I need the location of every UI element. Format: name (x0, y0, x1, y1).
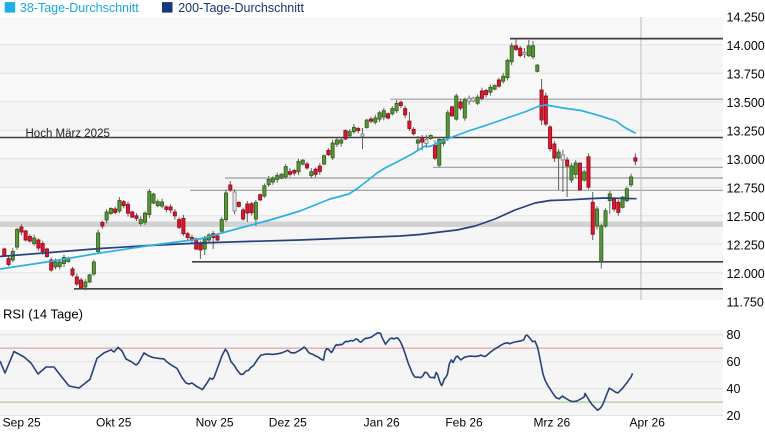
svg-text:12.000: 12.000 (727, 267, 765, 281)
svg-text:RSI (14 Tage): RSI (14 Tage) (3, 307, 83, 322)
svg-text:Jan 26: Jan 26 (364, 416, 400, 430)
svg-text:13.750: 13.750 (727, 67, 765, 81)
svg-text:14.250: 14.250 (727, 10, 765, 24)
svg-text:Nov 25: Nov 25 (196, 416, 234, 430)
svg-text:13.250: 13.250 (727, 124, 765, 138)
svg-text:12.750: 12.750 (727, 181, 765, 195)
svg-text:Sep 25: Sep 25 (3, 416, 41, 430)
svg-text:200-Tage-Durchschnitt: 200-Tage-Durchschnitt (178, 1, 304, 15)
svg-text:Feb 26: Feb 26 (445, 416, 483, 430)
svg-text:14.000: 14.000 (727, 39, 765, 53)
svg-text:80: 80 (727, 328, 741, 342)
svg-text:Apr 26: Apr 26 (630, 416, 666, 430)
svg-text:Dez 25: Dez 25 (269, 416, 307, 430)
svg-text:Mrz 26: Mrz 26 (534, 416, 571, 430)
svg-text:38-Tage-Durchschnitt: 38-Tage-Durchschnitt (20, 1, 139, 15)
svg-text:13.500: 13.500 (727, 96, 765, 110)
svg-text:11.750: 11.750 (727, 295, 764, 309)
svg-text:12.500: 12.500 (727, 210, 765, 224)
svg-text:12.250: 12.250 (727, 238, 765, 252)
svg-text:40: 40 (727, 382, 741, 396)
svg-text:20: 20 (727, 409, 741, 423)
svg-text:13.000: 13.000 (727, 153, 765, 167)
svg-text:Hoch März 2025: Hoch März 2025 (26, 128, 110, 140)
svg-text:Okt 25: Okt 25 (96, 416, 132, 430)
svg-text:60: 60 (727, 355, 741, 369)
